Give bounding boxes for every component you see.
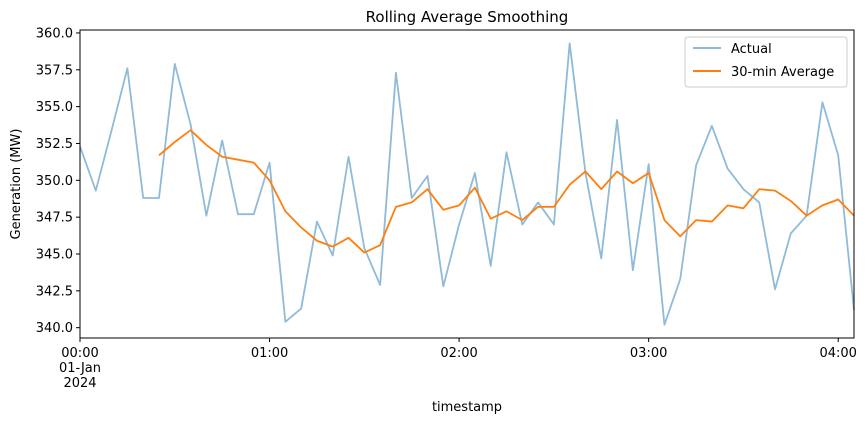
- legend-box: [684, 36, 848, 88]
- y-axis-label: Generation (MW): [9, 129, 24, 240]
- x-tick-label: 00:00: [61, 346, 98, 361]
- series-line-actual: [79, 42, 855, 326]
- x-axis-label: timestamp: [432, 400, 502, 415]
- chart-title: Rolling Average Smoothing: [366, 8, 569, 26]
- y-tick-label: 352.5: [36, 137, 73, 152]
- y-tick-label: 347.5: [36, 211, 73, 226]
- plot-frame: [79, 29, 855, 339]
- x-tick-label: 01-Jan: [59, 361, 101, 376]
- x-tick-label: 01:00: [251, 346, 288, 361]
- x-tick-label: 04:00: [819, 346, 856, 361]
- y-tick-label: 340.0: [36, 321, 73, 336]
- y-axis: 340.0 342.5 345.0 347.5 350.0 352.5 355.0 357.5…: [36, 26, 80, 336]
- x-tick-label: 2024: [63, 376, 96, 391]
- x-tick-label: 03:00: [630, 346, 667, 361]
- series-line-30-min-average: [158, 129, 855, 254]
- y-tick-label: 345.0: [36, 248, 73, 263]
- y-tick-label: 357.5: [36, 63, 73, 78]
- y-tick-label: 355.0: [36, 100, 73, 115]
- y-tick-label: 342.5: [36, 284, 73, 299]
- y-tick-label: 360.0: [36, 26, 73, 41]
- series-layer: [79, 42, 855, 326]
- legend-label-rolling-average: 30-min Average: [731, 65, 834, 80]
- x-tick-label: 02:00: [440, 346, 477, 361]
- legend: Actual 30-min Average: [684, 36, 848, 88]
- legend-label-actual: Actual: [731, 42, 772, 57]
- y-tick-label: 350.0: [36, 174, 73, 189]
